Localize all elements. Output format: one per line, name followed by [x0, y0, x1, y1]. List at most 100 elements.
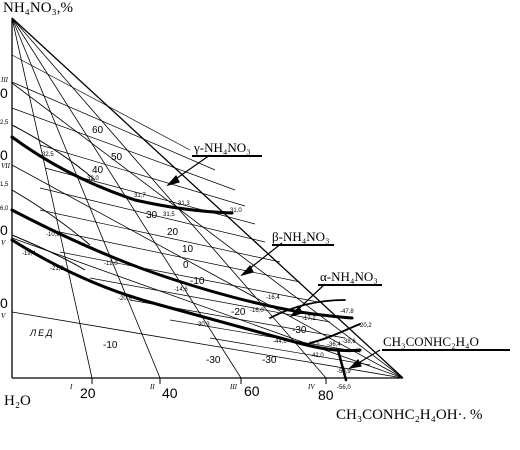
isotherm-label: -30 [262, 355, 277, 366]
gamma-point-value: 31,7 [134, 193, 146, 199]
side-value: 1,5 [0, 182, 9, 188]
alpha-point-value: -21,2 [50, 266, 64, 272]
beta-point-value: -16,0 [250, 308, 264, 314]
alpha-point-value: -38,6 [342, 339, 356, 345]
left-tick-label: 0 [0, 295, 8, 311]
boundary-curve [11, 124, 96, 181]
tie-line [11, 311, 404, 379]
beta-point-value: -47,8 [340, 309, 354, 315]
isotherm-label: 0 [183, 260, 189, 271]
left-boundary-curves [11, 124, 96, 271]
isotherm-label: -20 [231, 307, 246, 318]
apex-tie-lines [11, 17, 327, 379]
isotherm-line [11, 81, 216, 171]
beta-point-value: -16,4 [266, 295, 280, 301]
solubility-curves [10, 135, 362, 382]
beta-arrowhead [240, 264, 254, 277]
right-vertex-tie-lines [11, 82, 404, 379]
ice-region-label: ЛЕД [29, 328, 55, 338]
amide-axis-label: CH₃CONHC₂H₄OH·. % [336, 407, 483, 423]
bottom-roman-label: IV [307, 383, 315, 391]
tie-line [11, 237, 404, 379]
isotherm-line [59, 251, 319, 303]
alpha-point-value: -19,4 [22, 251, 36, 257]
gamma-curve [10, 135, 234, 215]
beta-point-value: -12,0 [104, 261, 118, 267]
gamma-point-value: 31,3 [178, 201, 190, 207]
bottom-roman-label: II [149, 383, 155, 391]
alpha-arrowhead [289, 305, 303, 318]
eutectic-branch [336, 348, 348, 382]
gamma-point-value: 31,0 [230, 208, 242, 214]
isotherm-line [11, 107, 236, 191]
amide-curve [309, 323, 361, 344]
isotherm-labels: 60 50 40 30 20 10 0 -10 -20 -30 -10 -30 … [92, 125, 307, 366]
left-roman-label: VII [1, 162, 11, 170]
gamma-phase-label: γ-NH₄NO₃ [193, 140, 251, 155]
alpha-point-value: -20,8 [118, 296, 132, 302]
bottom-tick-label: 20 [80, 385, 96, 401]
alpha-point-value: -44,6 [273, 339, 287, 345]
label-pointers [166, 154, 381, 369]
left-roman-label: III [0, 76, 9, 84]
bottom-roman-label: III [229, 383, 238, 391]
tie-line [11, 17, 161, 379]
alpha-curve [10, 238, 362, 353]
isotherm-line [169, 319, 361, 353]
isotherm-label: 10 [182, 244, 194, 255]
top-axis-label: NH₄NO₃,% [3, 0, 73, 16]
gamma-point-value: 32,5 [42, 152, 54, 158]
side-value: 2,5 [0, 120, 9, 126]
bottom-axis-ticks [91, 378, 327, 384]
tie-line [11, 82, 404, 379]
tie-line [11, 164, 404, 379]
isotherm-label: -30 [292, 325, 307, 336]
isotherm-label: 40 [92, 165, 104, 176]
isotherm-label: -10 [103, 340, 118, 351]
beta-phase-label: β-NH₄NO₃ [272, 229, 330, 244]
isotherm-line [39, 144, 246, 207]
upper-branch [269, 299, 346, 319]
isotherm-line [11, 54, 191, 151]
isotherm-label: 50 [111, 152, 123, 163]
alpha-point-value: -56,0 [337, 385, 351, 391]
isotherm-line [89, 277, 331, 323]
beta-point-value: -14,6 [174, 287, 188, 293]
alpha-point-value: -30,3 [196, 322, 210, 328]
curve-point-values: 32,5 32,0 31,7 31,3 31,5 31,0 -10,8 -12,… [22, 152, 372, 391]
amide-arrowhead [348, 358, 362, 369]
bottom-tick-label: 40 [162, 385, 178, 401]
gamma-point-value: 32,0 [87, 176, 99, 182]
tie-line [11, 17, 93, 379]
isotherm-label: -10 [190, 276, 205, 287]
alpha-point-value: -42,0 [310, 353, 324, 359]
amide-phase-label: CH₃CONHC₂H₄O [383, 334, 479, 349]
gamma-point-value: 31,5 [163, 212, 175, 218]
boundary-curve [11, 234, 86, 271]
side-value: 6,0 [0, 206, 9, 212]
left-tick-label: 0 [0, 147, 8, 163]
beta-point-value: -10,8 [46, 232, 60, 238]
tie-line [11, 17, 327, 379]
bottom-roman-label: I [69, 383, 73, 391]
isotherm-label: -30 [206, 355, 221, 366]
isotherm-line [39, 209, 281, 263]
isotherm-label: 30 [146, 210, 158, 221]
boundary-curve [11, 189, 91, 246]
bottom-tick-label: 60 [244, 383, 260, 399]
left-tick-label: 0 [0, 85, 8, 101]
isotherm-line [49, 229, 301, 283]
isotherm-label: 20 [167, 227, 179, 238]
alpha-point-value: -20,2 [358, 323, 372, 329]
alpha-point-value: -47,2 [306, 343, 320, 349]
left-roman-label: V [1, 312, 6, 320]
bottom-tick-label: 80 [318, 387, 334, 403]
isotherm-label: 60 [92, 125, 104, 136]
alpha-phase-label: α-NH₄NO₃ [320, 269, 378, 284]
label-underlines [192, 155, 510, 351]
isotherm-line [39, 187, 266, 243]
left-roman-label: V [1, 239, 6, 247]
isotherm-line [209, 337, 371, 366]
